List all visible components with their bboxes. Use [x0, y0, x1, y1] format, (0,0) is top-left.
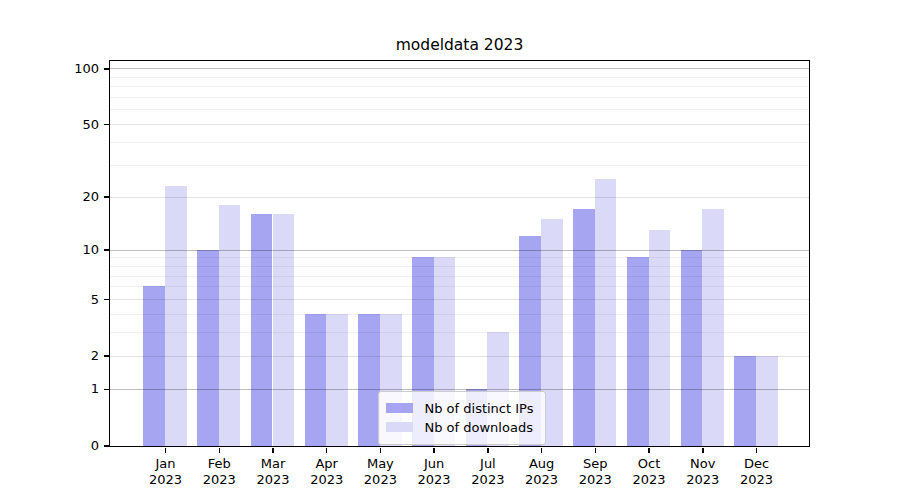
plot-area: Nb of distinct IPs Nb of downloads [109, 60, 810, 447]
figure: modeldata 2023 Nb of distinct IPsNb of d… [0, 0, 900, 500]
ytick-label-10: 10 [0, 242, 99, 258]
gridline-100 [110, 68, 809, 69]
xtick-mark-apr [326, 448, 328, 453]
xtick-mark-may [380, 448, 382, 453]
ytick-mark-10 [104, 249, 109, 251]
xtick-mark-oct [648, 448, 650, 453]
bar-jan-ips [143, 286, 165, 445]
gridline-50 [110, 124, 809, 125]
ytick-mark-50 [104, 124, 109, 126]
xtick-mark-sep [595, 448, 597, 453]
gridline-6 [110, 286, 809, 287]
gridline-1 [110, 389, 809, 390]
ytick-label-5: 5 [0, 292, 99, 308]
gridline-90 [110, 77, 809, 78]
gridline-30 [110, 165, 809, 166]
bar-may-ips [358, 314, 380, 446]
xtick-mark-dec [756, 448, 758, 453]
gridline-80 [110, 86, 809, 87]
xtick-mark-feb [219, 448, 221, 453]
gridline-8 [110, 266, 809, 267]
ytick-label-2: 2 [0, 348, 99, 364]
bar-nov-downloads [702, 209, 724, 445]
ytick-label-1: 1 [0, 381, 99, 397]
gridline-20 [110, 197, 809, 198]
gridline-7 [110, 276, 809, 277]
legend-label-downloads: Nb of downloads [425, 420, 533, 435]
gridline-9 [110, 257, 809, 258]
xtick-mark-jan [165, 448, 167, 453]
ytick-label-0: 0 [0, 438, 99, 454]
gridline-2 [110, 356, 809, 357]
bar-sep-downloads [595, 179, 617, 445]
gridline-3 [110, 332, 809, 333]
ytick-mark-5 [104, 299, 109, 301]
xtick-mark-jun [433, 448, 435, 453]
legend-swatch-ips [386, 403, 413, 413]
legend: Nb of distinct IPs Nb of downloads [378, 391, 547, 445]
bar-jan-downloads [165, 186, 187, 446]
bar-dec-downloads [756, 356, 778, 446]
ytick-mark-0 [104, 445, 109, 447]
gridline-70 [110, 97, 809, 98]
xtick-mark-aug [541, 448, 543, 453]
xtick-mark-jul [487, 448, 489, 453]
bar-nov-ips [681, 250, 703, 446]
ytick-mark-2 [104, 355, 109, 357]
xtick-mark-nov [702, 448, 704, 453]
ytick-label-50: 50 [0, 117, 99, 133]
ytick-label-20: 20 [0, 189, 99, 205]
bar-apr-downloads [326, 314, 348, 446]
bar-apr-ips [305, 314, 327, 446]
xtick-mark-mar [272, 448, 274, 453]
gridline-10 [110, 250, 809, 251]
legend-swatch-downloads [386, 422, 413, 432]
gridline-4 [110, 314, 809, 315]
ytick-label-100: 100 [0, 61, 99, 77]
bar-feb-downloads [219, 205, 241, 446]
legend-entry-downloads: Nb of downloads [386, 418, 534, 437]
legend-label-ips: Nb of distinct IPs [425, 401, 534, 416]
bar-sep-ips [573, 209, 595, 445]
gridline-5 [110, 299, 809, 300]
ytick-mark-100 [104, 68, 109, 70]
chart-title: modeldata 2023 [110, 36, 809, 54]
legend-entry-ips: Nb of distinct IPs [386, 399, 534, 418]
bar-dec-ips [734, 356, 756, 446]
gridline-40 [110, 142, 809, 143]
bar-oct-downloads [649, 230, 671, 446]
xtick-label-dec: Dec2023 [725, 456, 789, 487]
bar-feb-ips [197, 250, 219, 446]
gridline-60 [110, 109, 809, 110]
ytick-mark-1 [104, 389, 109, 391]
ytick-mark-20 [104, 196, 109, 198]
